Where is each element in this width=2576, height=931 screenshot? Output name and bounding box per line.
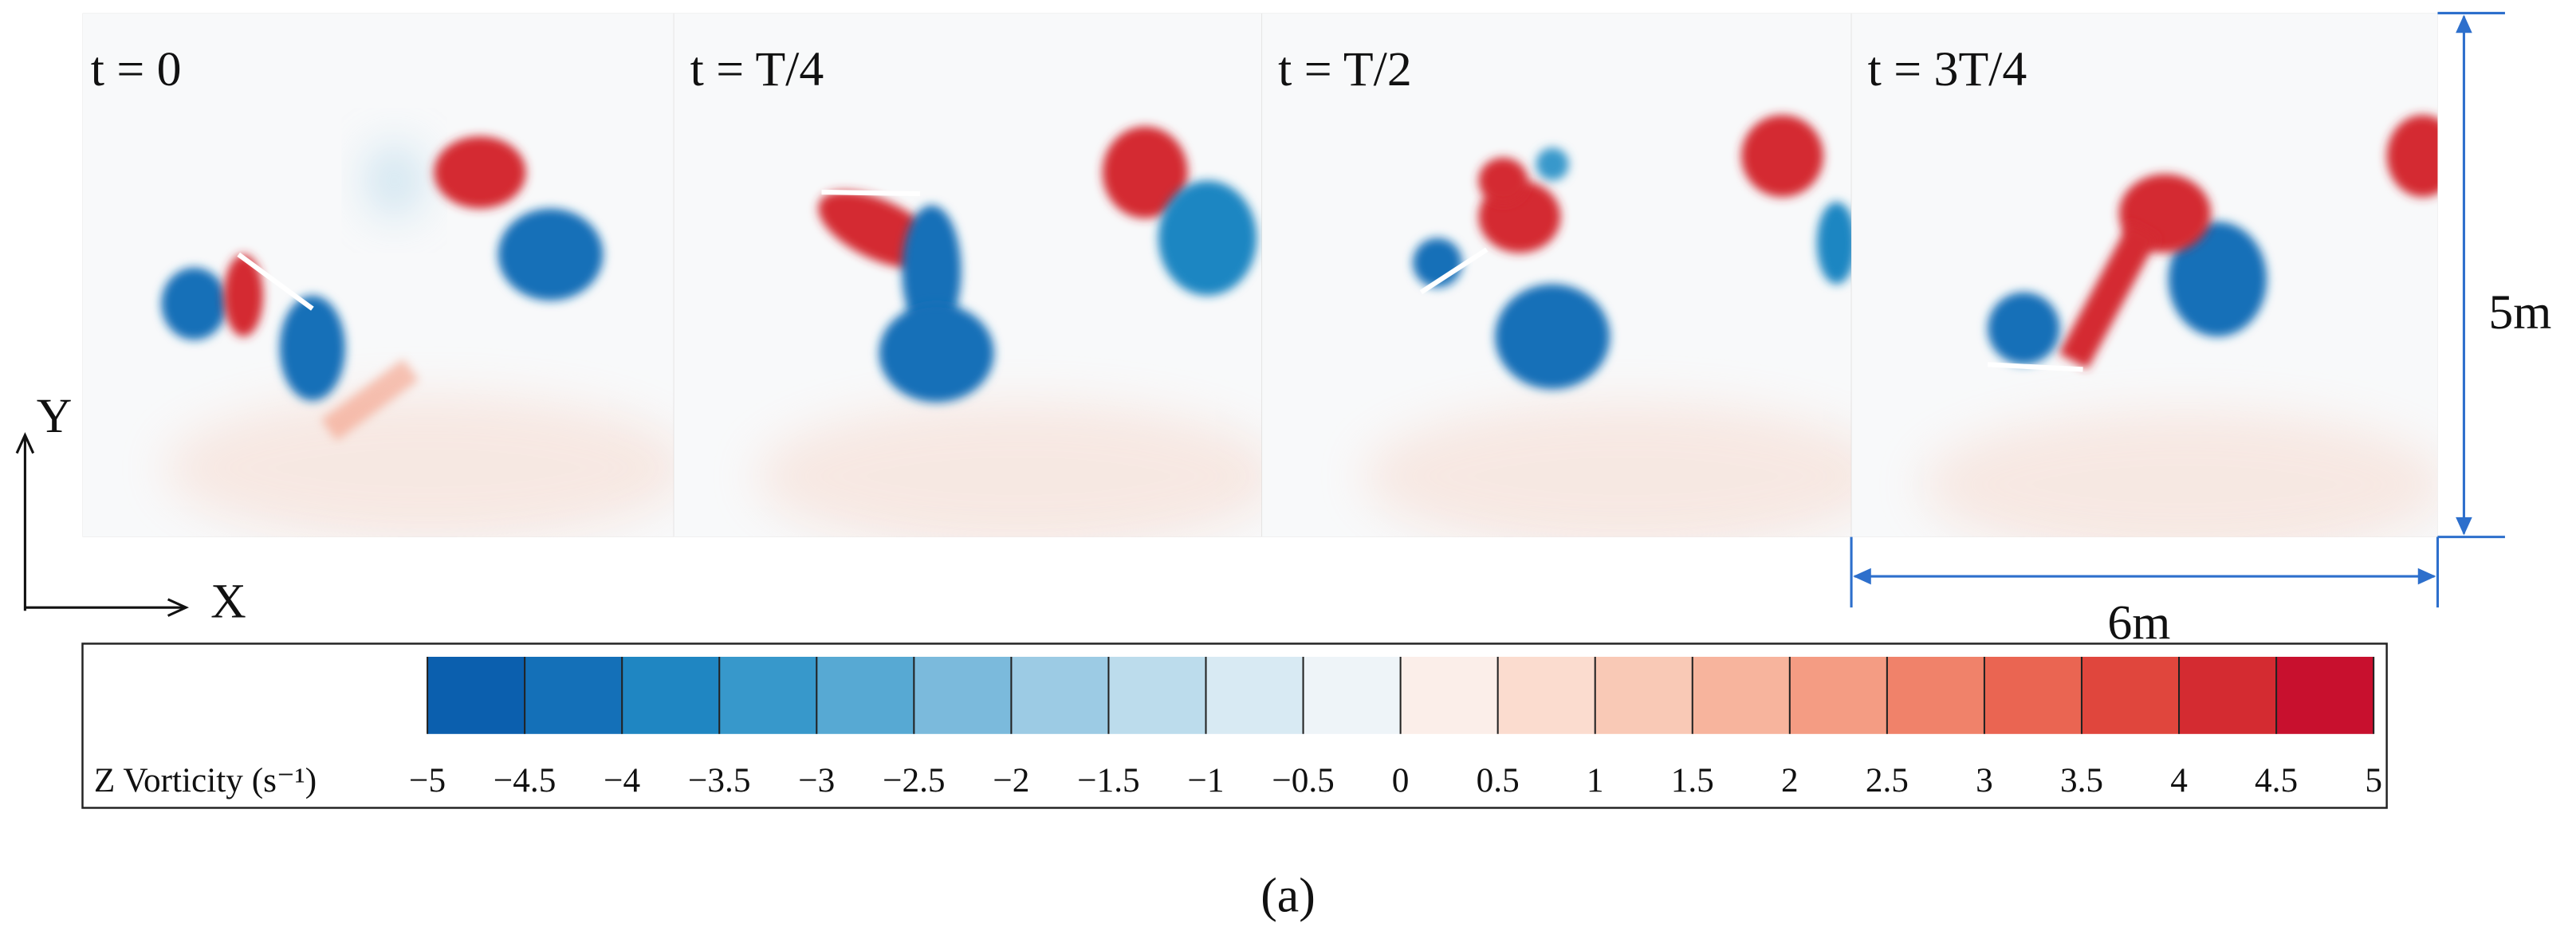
panel [82,13,674,537]
colorbar-segment [1011,656,1109,734]
axes-arrows [15,432,189,617]
tick-label: 4 [2170,761,2188,799]
tick-label: 0.5 [1477,761,1520,799]
colorbar-segment [1497,656,1595,734]
colorbar-segment [427,656,525,734]
tick-label: −4.5 [494,761,556,799]
panel-label: t = 0 [91,42,182,96]
tick-label: 2 [1781,761,1799,799]
tick-label: −1 [1187,761,1224,799]
panel [674,13,1262,537]
panel-label: t = T/2 [1278,42,1412,96]
panel-label: t = 3T/4 [1868,42,2027,96]
colorbar: −5 −4.5 −4 −3.5 −3 −2.5 −2 −1.5 −1 −0.5 0 0.5 1 1.5 2 2… [409,656,2382,799]
dimension-label: 6m [2107,595,2170,650]
tick-label: −3 [798,761,835,799]
panel [1261,13,1852,537]
caption: (a) [1260,868,1316,922]
axis-label: X [210,575,246,629]
tick-label: −3.5 [688,761,750,799]
colorbar-segment [1400,656,1498,734]
colorbar-segment [1108,656,1206,734]
colorbar-segment [1205,656,1304,734]
tick-label: 5 [2365,761,2382,799]
colorbar-segment [1692,656,1790,734]
tick-label: 4.5 [2255,761,2298,799]
panel-label: t = T/4 [690,42,824,96]
colorbar-segment [1886,656,1984,734]
tick-label: −2 [993,761,1029,799]
colorbar-label: Z Vorticity (s⁻¹) [94,761,317,799]
tick-label: 1 [1587,761,1604,799]
colorbar-segment [914,656,1012,734]
tick-label: −4 [604,761,640,799]
colorbar-segment [525,656,623,734]
tick-label: −2.5 [883,761,945,799]
tick-label: −0.5 [1272,761,1334,799]
colorbar-segment [1984,656,2082,734]
tick-label: 1.5 [1671,761,1714,799]
colorbar-segment [719,656,817,734]
colorbar-segment [816,656,914,734]
colorbar-segment [2179,656,2277,734]
colorbar-segment [2276,656,2374,734]
axis-label: Y [37,389,73,443]
tick-label: 2.5 [1866,761,1909,799]
colorbar-segment [1595,656,1693,734]
tick-label: −5 [409,761,446,799]
colorbar-segment [2081,656,2180,734]
colorbar-segment [1303,656,1401,734]
panel [1851,13,2438,537]
tick-label: 3.5 [2060,761,2103,799]
tick-label: 0 [1392,761,1410,799]
tick-label: 3 [1976,761,1993,799]
dimension-label: 5m [2488,285,2551,340]
colorbar-segment [622,656,720,734]
tick-label: −1.5 [1077,761,1139,799]
colorbar-segment [1789,656,1887,734]
dimension-lines [1850,11,2505,608]
